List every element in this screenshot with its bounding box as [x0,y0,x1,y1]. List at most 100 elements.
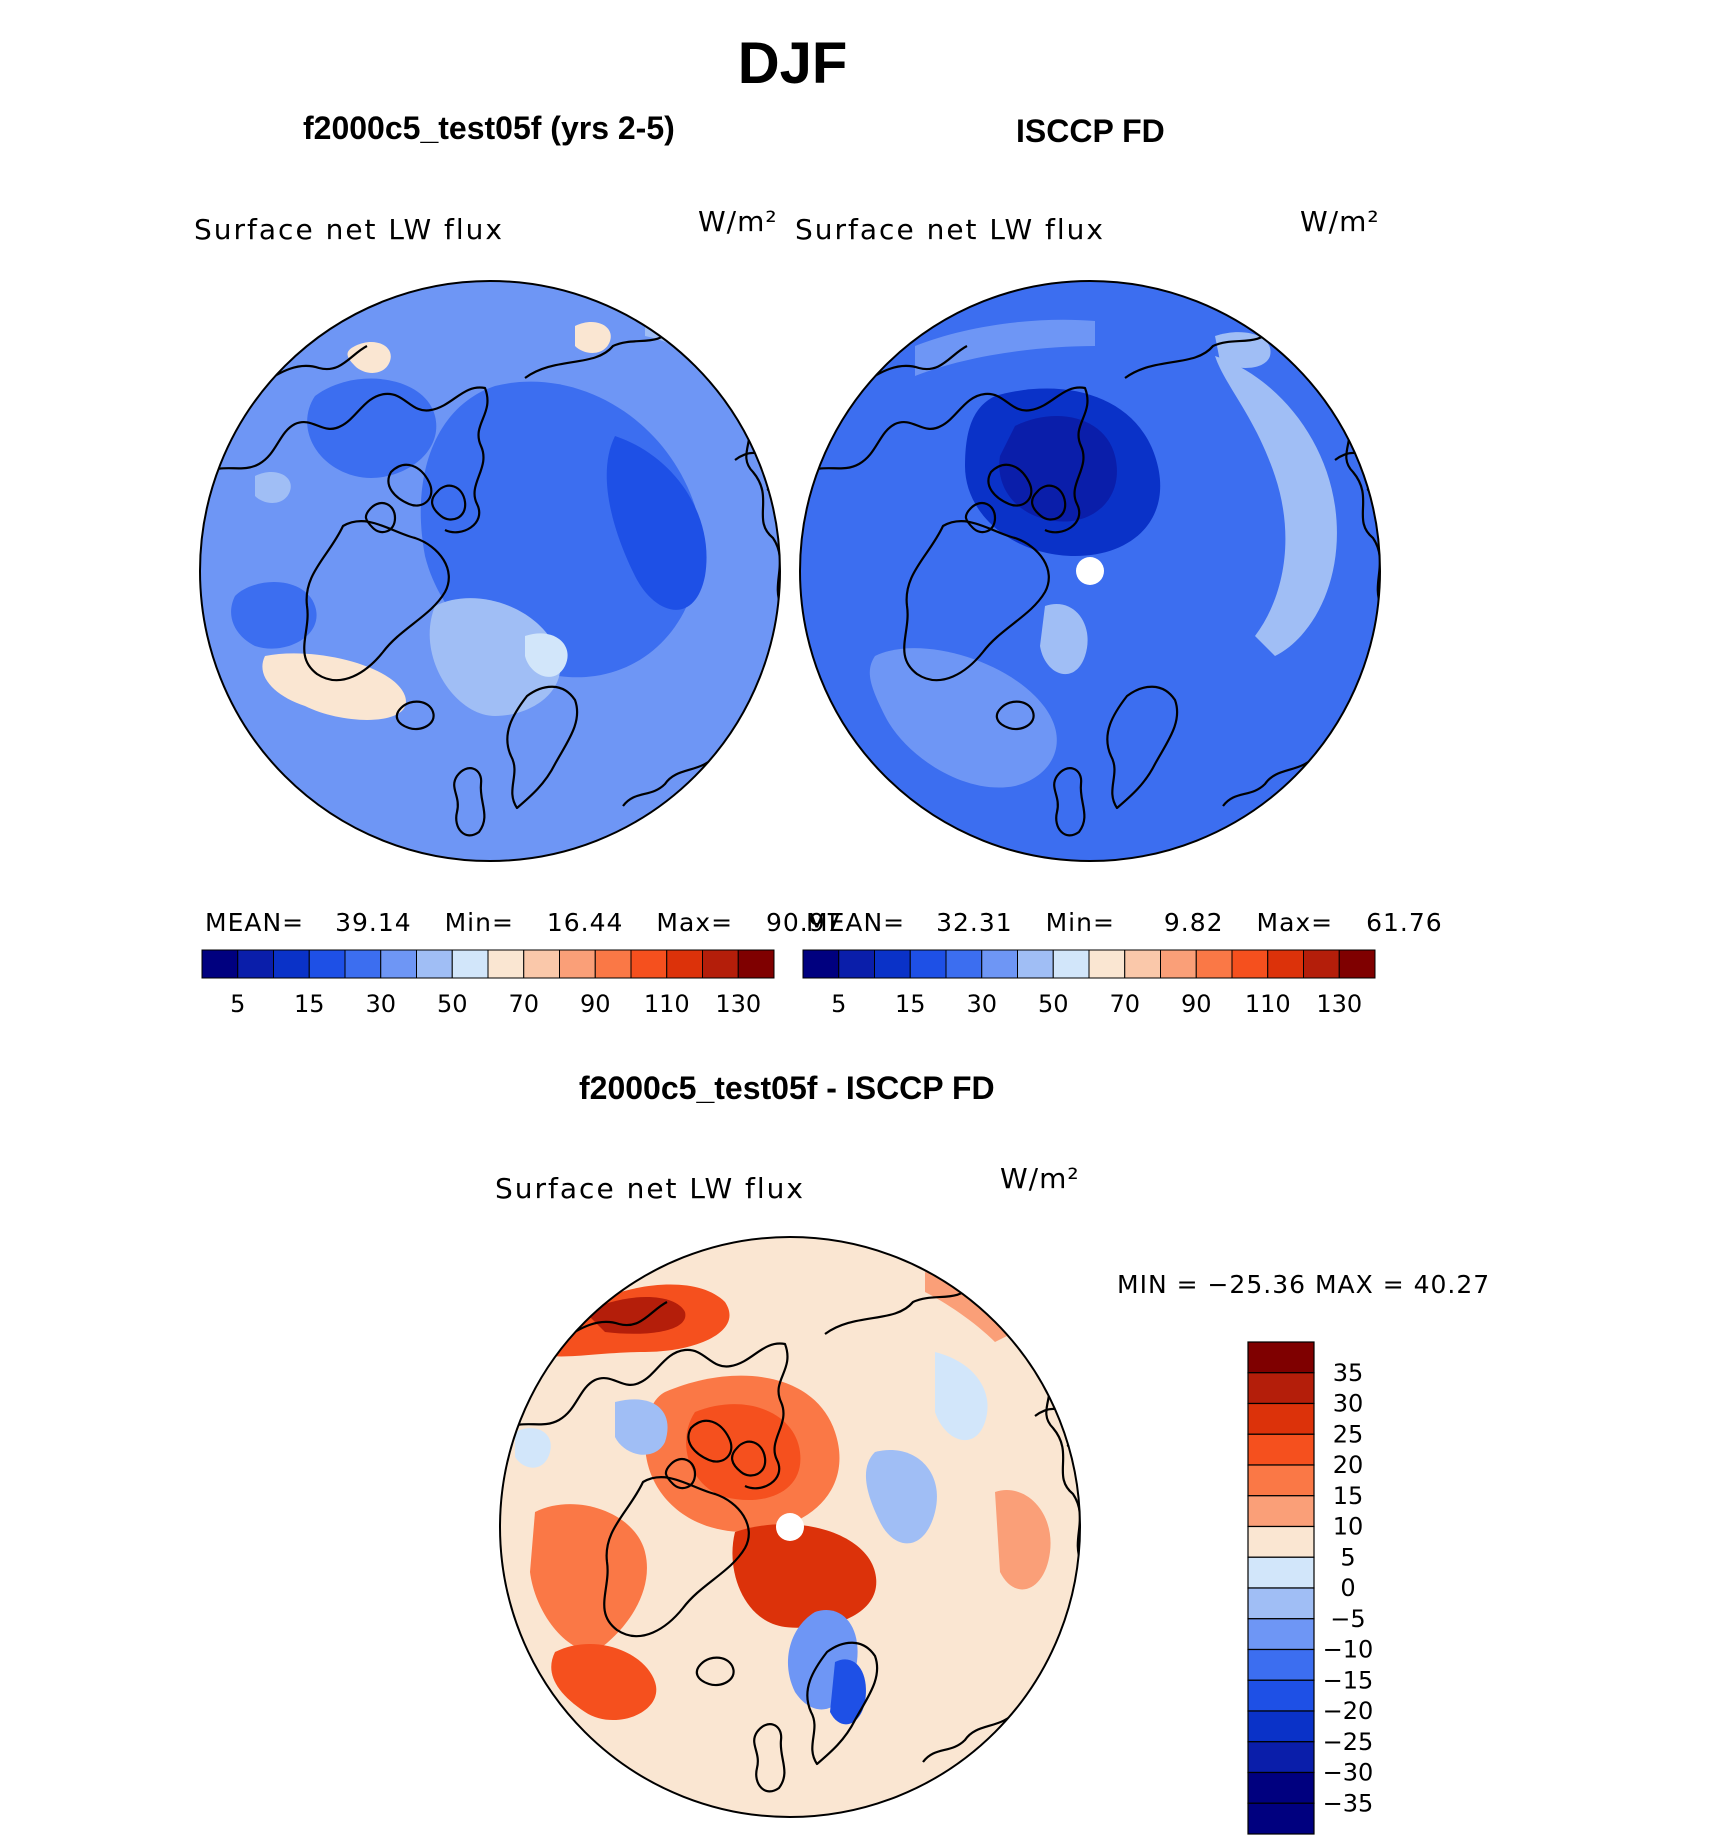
panel-2-colorbar-tick-label: 70 [1109,990,1140,1018]
panel-1-units: W/m² [698,205,778,238]
panel-1-contour-region [255,471,291,503]
panel-3-coastline [603,1476,750,1638]
panel-3-contour-region [615,1399,668,1455]
panel-1-colorbar-swatch-9 [487,949,525,979]
panel-3-colorbar-tick-label: −30 [1323,1759,1374,1787]
panel-3-variable-label: Surface net LW flux [495,1172,805,1205]
panel-2-colorbar-swatch-2 [838,949,875,979]
panel-3-colorbar-tick-label: −25 [1323,1728,1374,1756]
panel-3-colorbar-swatch-7 [1247,1525,1315,1558]
panel-1-contour-region [231,582,317,649]
panel-1-colorbar-tick-label: 110 [644,990,690,1018]
panel-3-contour-region [515,1428,551,1468]
panel-2-colorbar-tick-label: 50 [1038,990,1069,1018]
panel-1-colorbar-tick-label: 70 [508,990,539,1018]
panel-3-minmax: MIN = −25.36 MAX = 40.27 [1117,1270,1491,1299]
panel-1-contour-region [575,321,611,353]
panel-1-colorbar: 5 15 30 50 70 90 110 130 [200,948,790,1023]
panel-1-max-label: Max= [656,908,734,937]
panel-3-colorbar-swatch-12 [1247,1679,1315,1712]
panel-1-colorbar-swatch-13 [630,949,668,979]
panel-1-colorbar-swatch-11 [559,949,596,979]
panel-1-coastline [453,767,486,837]
panel-1-stats: MEAN= 39.14 Min= 16.44 Max= 90.97 [205,908,843,937]
panel-1-max-value: 90.97 [766,908,843,937]
panel-3-colorbar-swatch-10 [1247,1618,1315,1651]
panel-1-map [195,276,785,871]
panel-1-title: f2000c5_test05f (yrs 2-5) [303,110,675,146]
panel-3-colorbar-tick-label: 0 [1340,1574,1355,1602]
panel-3-contour-region [732,1524,877,1628]
panel-2-colorbar-tick-label: 5 [831,990,846,1018]
panel-2-coastline [964,463,1067,534]
panel-2-coastline [903,520,1050,682]
panel-2-colorbar-swatch-16 [1338,949,1376,979]
panel-3-colorbar-tick-label: 10 [1333,1513,1364,1541]
panel-1-contour-region [347,341,391,373]
panel-3-coastline [695,1656,735,1687]
panel-2-colorbar-swatch-1 [802,949,840,979]
panel-3-title: f2000c5_test05f - ISCCP FD [579,1070,995,1106]
panel-2-contour-region [999,416,1117,522]
panel-1-variable-label: Surface net LW flux [194,213,504,246]
panel-3-colorbar: 35 30 25 20 15 10 5 0 −5 −10 −15 −20 −25 −30 −35 [1240,1340,1400,1845]
panel-3-contour-region [686,1404,801,1500]
panel-2-colorbar-swatch-3 [874,949,911,979]
panel-1-colorbar-tick-label: 130 [715,990,761,1018]
panel-2-colorbar-swatch-8 [1052,949,1090,979]
panel-2-colorbar-tick-label: 15 [895,990,926,1018]
panel-1-coastline [202,386,489,534]
panel-1-coastline [303,520,450,682]
main-title: DJF [737,31,848,96]
panel-3-colorbar-tick-label: 25 [1333,1420,1364,1448]
panel-1-contour-region [429,598,561,716]
panel-3-colorbar-swatch-6 [1247,1495,1315,1528]
panel-1-mean-label: MEAN= [205,908,305,937]
panel-1-colorbar-tick-label: 15 [294,990,325,1018]
panel-1-coastline [395,700,435,731]
panel-3-colorbar-swatch-2 [1247,1372,1315,1405]
panel-1-contour-region [262,653,406,720]
panel-1-min-label: Min= [444,908,514,937]
panel-2-max-label: Max= [1256,908,1334,937]
panel-3-colorbar-tick-label: −20 [1323,1697,1374,1725]
panel-3-coastline [806,1641,879,1766]
panel-2-colorbar-tick-label: 30 [966,990,997,1018]
panel-1-contour-region [606,436,707,610]
panel-2-max-value: 61.76 [1366,908,1443,937]
panel-1-colorbar-swatch-4 [308,949,346,979]
panel-3-contour-region [925,1272,1015,1342]
panel-3-colorbar-swatch-9 [1247,1587,1315,1620]
panel-2-coastline [1106,685,1179,810]
panel-3-colorbar-tick-label: 20 [1333,1451,1364,1479]
panel-2-coastline [802,386,1089,534]
panel-3-colorbar-tick-label: 30 [1333,1390,1364,1418]
panel-1-colorbar-tick-label: 90 [580,990,611,1018]
panel-2-title: ISCCP FD [1016,113,1165,149]
panel-2-colorbar-swatch-7 [1017,949,1054,979]
panel-2-min-value: 9.82 [1163,908,1224,937]
panel-3-colorbar-swatch-5 [1247,1464,1315,1497]
panel-1-colorbar-tick-label: 50 [437,990,468,1018]
panel-1-colorbar-swatch-3 [273,949,310,979]
panel-3-colorbar-swatch-13 [1247,1710,1315,1743]
panel-2-stats: MEAN= 32.31 Min= 9.82 Max= 61.76 [806,908,1443,937]
panel-1-colorbar-tick-label: 30 [365,990,396,1018]
panel-2-colorbar-swatch-9 [1088,949,1126,979]
panel-2-variable-label: Surface net LW flux [795,213,1105,246]
panel-1-colorbar-swatch-5 [344,949,382,979]
panel-1-colorbar-swatch-8 [451,949,489,979]
panel-3-colorbar-tick-label: −5 [1330,1605,1365,1633]
panel-2-coastline [1053,767,1086,837]
panel-2-colorbar-swatch-13 [1231,949,1269,979]
panel-2-min-label: Min= [1045,908,1115,937]
panel-2-missing-pole [1076,557,1104,585]
panel-1-colorbar-swatch-10 [523,949,560,979]
panel-1-colorbar-swatch-7 [416,949,453,979]
panel-3-map-border [499,1236,1081,1818]
panel-1-colorbar-swatch-2 [237,949,274,979]
panel-2-mean-value: 32.31 [936,908,1013,937]
panel-2-colorbar: 5 15 30 50 70 90 110 130 [801,948,1391,1023]
panel-3-colorbar-swatch-14 [1247,1741,1315,1774]
panel-1-mean-value: 39.14 [335,908,412,937]
